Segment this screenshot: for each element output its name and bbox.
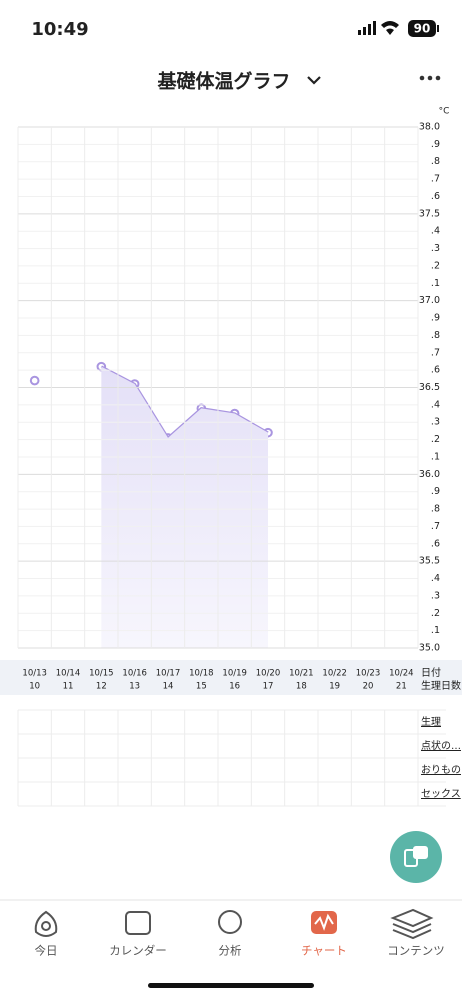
row-label: 生理日数	[421, 679, 461, 692]
cycle-day-label: 10	[29, 682, 40, 692]
cycle-day-label: 18	[296, 682, 307, 692]
tab-label[interactable]: カレンダー	[109, 944, 167, 958]
date-label: 10/16	[122, 669, 147, 679]
date-label: 10/18	[189, 669, 214, 679]
y-tick-label: 38.0	[419, 122, 440, 133]
y-tick-label: .6	[431, 365, 440, 376]
y-tick-label: .2	[431, 434, 440, 445]
date-label: 10/20	[256, 669, 281, 679]
y-tick-label: .7	[431, 521, 440, 532]
battery-level: 90	[414, 22, 431, 36]
cycle-day-label: 17	[263, 682, 274, 692]
y-tick-label: .9	[431, 313, 440, 324]
y-tick-label: .6	[431, 538, 440, 549]
y-tick-label: 36.5	[419, 382, 440, 393]
record-label[interactable]: 生理	[421, 715, 441, 728]
cycle-day-label: 11	[63, 682, 74, 692]
y-tick-label: 37.0	[419, 295, 440, 306]
record-label[interactable]: セックス	[421, 788, 461, 800]
y-tick-label: .3	[431, 243, 440, 254]
y-tick-label: 35.5	[419, 556, 440, 567]
tab-label[interactable]: 今日	[35, 944, 58, 958]
cycle-day-label: 20	[363, 682, 374, 692]
share-icon	[404, 846, 428, 867]
dropdown-icon[interactable]	[307, 76, 321, 85]
cycle-day-label: 15	[196, 682, 207, 692]
cycle-day-label: 21	[396, 682, 407, 692]
date-band	[0, 660, 462, 695]
tab-icon-contents[interactable]	[390, 908, 434, 940]
cycle-day-label: 19	[329, 682, 340, 692]
y-tick-label: .4	[431, 573, 440, 584]
row-label: 日付	[421, 666, 441, 679]
date-label: 10/22	[322, 669, 347, 679]
more-button[interactable]	[419, 75, 441, 81]
record-label[interactable]: おりもの	[421, 764, 461, 776]
y-tick-label: .8	[431, 156, 440, 167]
tab-label[interactable]: コンテンツ	[387, 944, 445, 958]
y-tick-label: .7	[431, 174, 440, 185]
cycle-day-label: 16	[229, 682, 240, 692]
time: 10:49	[31, 19, 88, 40]
tab-label[interactable]: チャート	[301, 944, 347, 958]
tab-icon-chart[interactable]	[311, 911, 337, 934]
y-tick-label: 35.0	[419, 643, 440, 654]
date-label: 10/21	[289, 669, 314, 679]
y-tick-label: 36.0	[419, 469, 440, 480]
record-label[interactable]: 点状の…	[421, 739, 461, 752]
header-title[interactable]: 基礎体温グラフ	[156, 70, 290, 93]
y-tick-label: .8	[431, 330, 440, 341]
cycle-day-label: 14	[163, 682, 174, 692]
cycle-day-label: 12	[96, 682, 107, 692]
y-tick-label: 37.5	[419, 208, 440, 219]
date-label: 10/23	[356, 669, 381, 679]
date-label: 10/14	[56, 669, 81, 679]
y-tick-label: .8	[431, 504, 440, 515]
battery	[408, 20, 436, 37]
home-indicator	[148, 983, 314, 988]
wifi	[381, 21, 399, 35]
temperature-point	[29, 375, 40, 386]
y-tick-label: .7	[431, 347, 440, 358]
date-label: 10/24	[389, 669, 414, 679]
cycle-day-label: 13	[129, 682, 140, 692]
y-tick-label: .2	[431, 608, 440, 619]
date-label: 10/19	[222, 669, 247, 679]
battery-tip	[437, 25, 439, 32]
y-tick-label: .9	[431, 139, 440, 150]
y-tick-label: .1	[431, 451, 440, 462]
date-label: 10/17	[156, 669, 181, 679]
tab-icon-analysis[interactable]	[218, 910, 242, 934]
y-tick-label: .3	[431, 590, 440, 601]
tab-label[interactable]: 分析	[219, 944, 242, 958]
date-label: 10/13	[22, 669, 47, 679]
y-tick-label: .2	[431, 260, 440, 271]
y-tick-label: .1	[431, 625, 440, 636]
date-label: 10/15	[89, 669, 114, 679]
y-tick-label: .1	[431, 278, 440, 289]
signal	[358, 21, 376, 35]
tab-icon-today[interactable]	[34, 910, 58, 937]
y-tick-label: .3	[431, 417, 440, 428]
y-tick-label: .9	[431, 486, 440, 497]
y-tick-label: .6	[431, 191, 440, 202]
tab-icon-calendar[interactable]	[125, 911, 151, 935]
unit-label: °C	[439, 107, 450, 117]
y-tick-label: .4	[431, 399, 440, 410]
y-tick-label: .4	[431, 226, 440, 237]
